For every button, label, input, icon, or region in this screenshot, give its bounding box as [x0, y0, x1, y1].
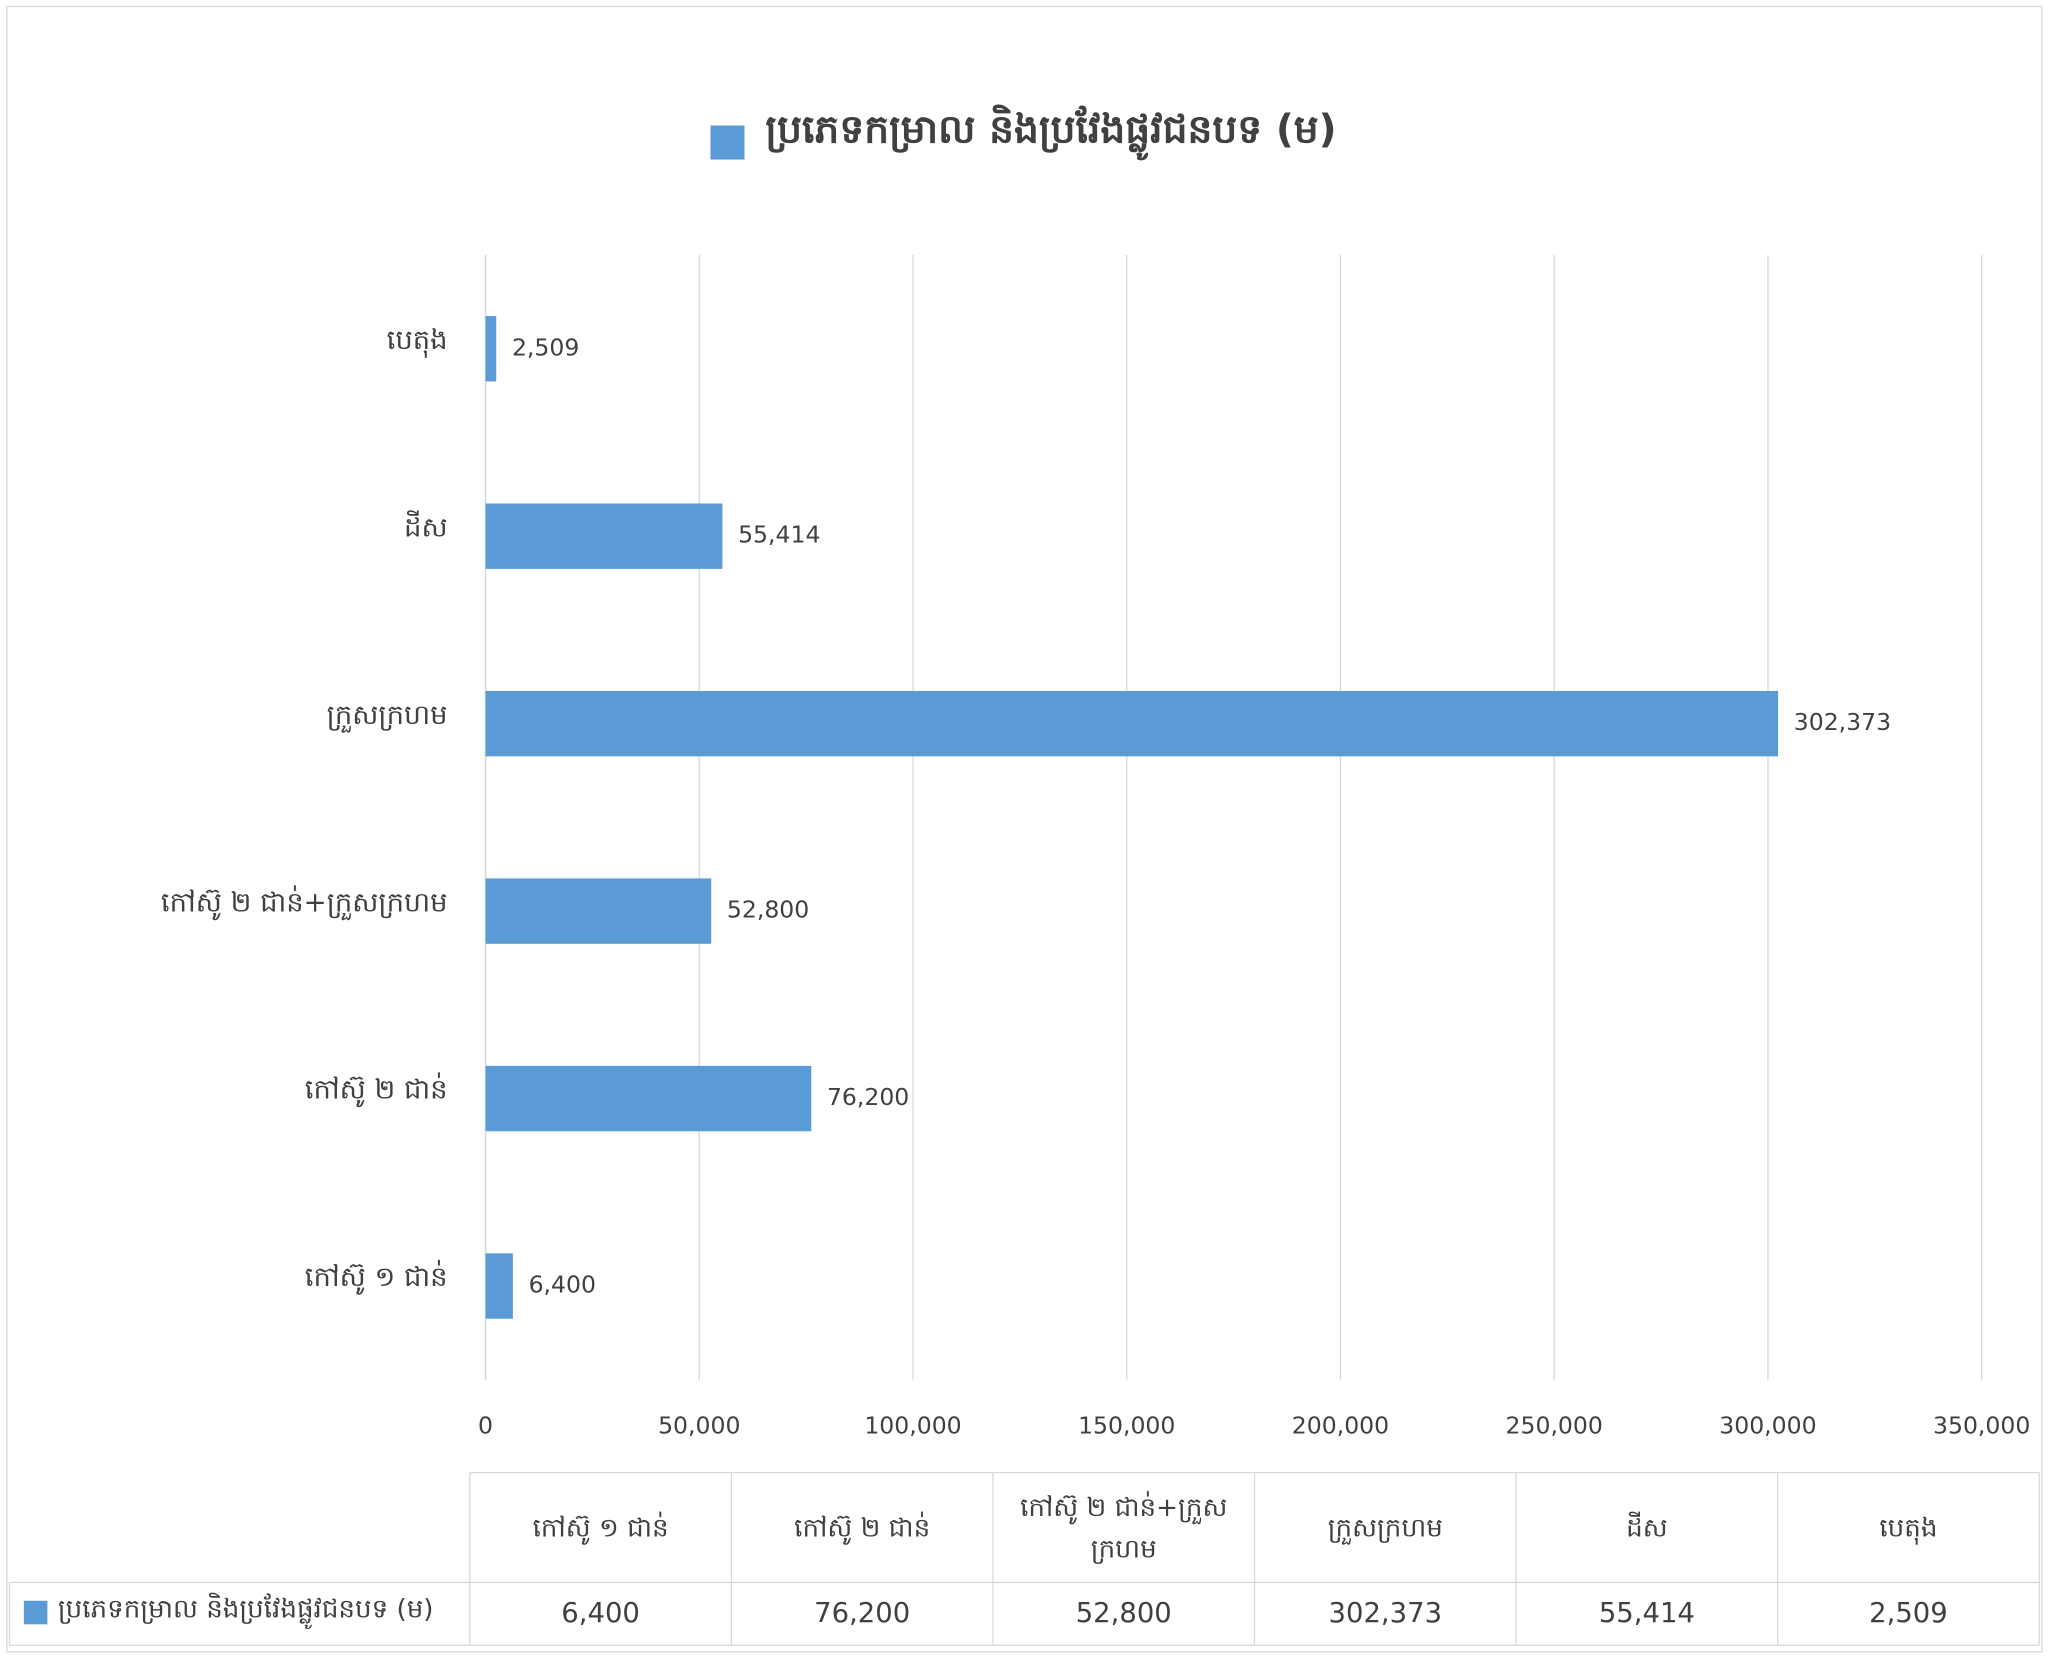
y-tick-label: ដីស: [404, 509, 448, 543]
chart-border: [6, 5, 2043, 1653]
legend-label: ប្រភេទកម្រាល និងប្រវែងផ្លូវជនបទ (ម): [765, 105, 1336, 161]
table-value: 6,400: [561, 1598, 640, 1629]
table-header: បេតុង: [1879, 1511, 1938, 1544]
bar: [485, 316, 497, 382]
table-header: កៅស៊ូ ២ ជាន់+ក្រួសក្រហម: [1020, 1490, 1228, 1565]
x-tick-label: 150,000: [1078, 1411, 1175, 1439]
table-legend-swatch: [23, 1600, 48, 1625]
x-tick-label: 300,000: [1719, 1411, 1816, 1439]
table-header: ក្រួសក្រហម: [1327, 1511, 1443, 1544]
data-label: 2,509: [512, 333, 579, 361]
table-value: 52,800: [1076, 1598, 1172, 1629]
table-header: ដីស: [1626, 1511, 1668, 1544]
table-cell: កៅស៊ូ ២ ជាន់+ក្រួសក្រហម: [1020, 1490, 1228, 1565]
table-value: 2,509: [1869, 1598, 1948, 1629]
legend-swatch: [710, 125, 745, 160]
table-cell: កៅស៊ូ ២ ជាន់: [794, 1511, 931, 1544]
bar: [485, 503, 723, 569]
table-header: កៅស៊ូ ២ ជាន់: [794, 1511, 931, 1544]
table-value: 302,373: [1329, 1598, 1443, 1629]
y-tick-label: កៅស៊ូ ២ ជាន់: [305, 1072, 448, 1108]
table-cell: ក្រួសក្រហម: [1327, 1511, 1443, 1544]
x-tick-label: 50,000: [658, 1411, 740, 1439]
y-tick-label: កៅស៊ូ ១ ជាន់: [305, 1259, 448, 1295]
y-tick-label: បេតុង: [387, 325, 448, 358]
data-label: 76,200: [827, 1083, 909, 1111]
y-tick-label: កៅស៊ូ ២ ជាន់+ក្រួសក្រហម: [161, 884, 448, 920]
table-header: កៅស៊ូ ១ ជាន់: [532, 1511, 669, 1544]
table-value: 55,414: [1599, 1598, 1695, 1629]
data-label: 302,373: [1794, 708, 1891, 736]
table-cell: កៅស៊ូ ១ ជាន់: [532, 1511, 669, 1544]
data-label: 52,800: [727, 896, 809, 924]
table-legend-label: ប្រភេទកម្រាល និងប្រវែងផ្លូវជនបទ (ម): [58, 1592, 434, 1629]
table-cell: ដីស: [1626, 1511, 1668, 1544]
bar: [485, 690, 1779, 757]
x-tick-label: 250,000: [1506, 1411, 1603, 1439]
data-label: 6,400: [529, 1271, 596, 1299]
x-tick-label: 350,000: [1933, 1411, 2030, 1439]
bar: [485, 1065, 812, 1132]
data-label: 55,414: [738, 521, 820, 549]
x-tick-label: 100,000: [864, 1411, 961, 1439]
bar: [485, 1253, 513, 1319]
table-cell: បេតុង: [1879, 1511, 1938, 1544]
table-value: 76,200: [814, 1598, 910, 1629]
y-tick-label: ក្រួសក្រហម: [327, 700, 448, 733]
x-tick-label: 0: [478, 1411, 493, 1439]
x-tick-label: 200,000: [1292, 1411, 1389, 1439]
bar: [485, 878, 712, 944]
